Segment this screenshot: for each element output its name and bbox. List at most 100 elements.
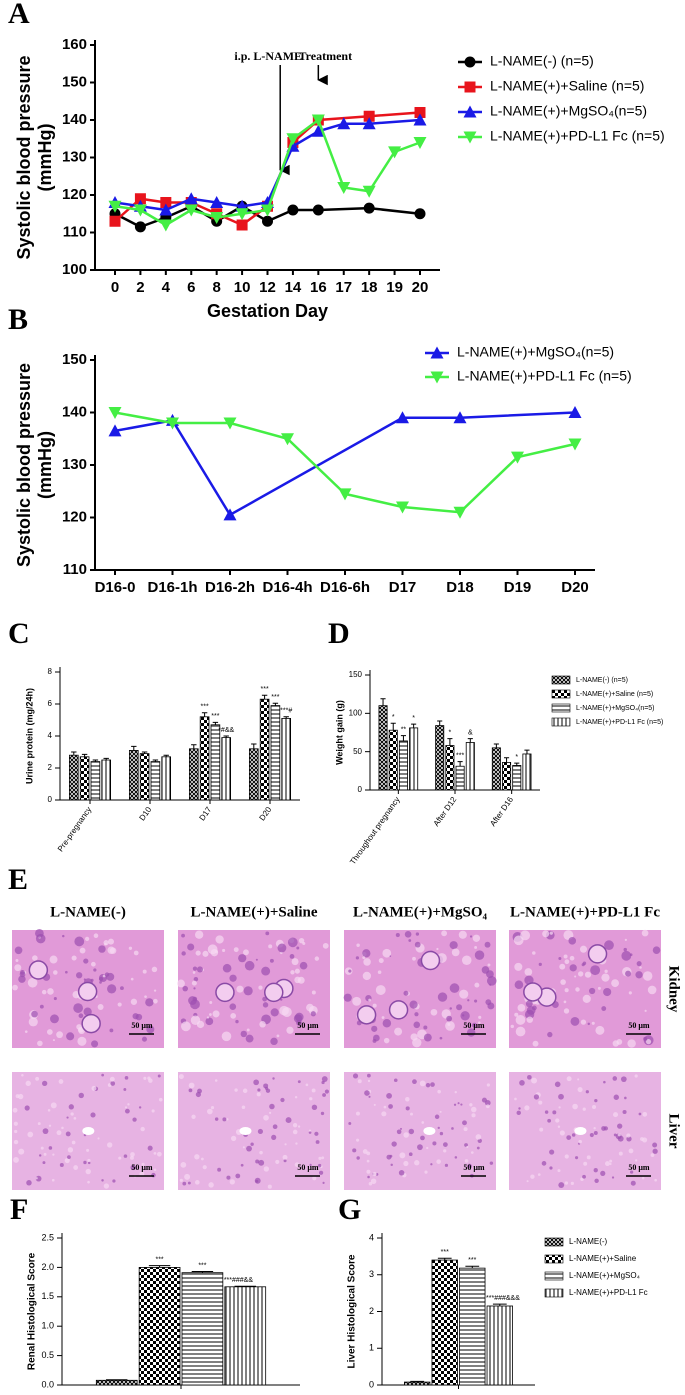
bar [398, 740, 408, 791]
tissue-texture [425, 1083, 431, 1088]
tissue-texture [628, 1148, 634, 1154]
tissue-texture [222, 963, 232, 973]
tissue-texture [563, 1008, 570, 1014]
tissue-texture [578, 1139, 582, 1144]
tissue-texture [434, 1114, 440, 1120]
y-tick-label: 6 [48, 699, 53, 708]
tissue-texture [413, 1021, 421, 1029]
tissue-texture [253, 1079, 259, 1086]
tissue-texture [569, 964, 577, 972]
marker [453, 506, 467, 519]
tissue-texture [469, 1103, 473, 1107]
tissue-texture [284, 1143, 287, 1146]
tissue-texture [570, 1016, 580, 1026]
tissue-texture [524, 1009, 535, 1020]
tissue-texture [362, 971, 372, 981]
tissue-texture [398, 1170, 405, 1176]
tissue-texture [250, 1142, 254, 1146]
bar [491, 747, 501, 791]
tissue-texture [549, 1149, 555, 1155]
x-tick-label: 0 [111, 279, 119, 296]
legend-swatch [551, 703, 571, 713]
marker [311, 124, 325, 137]
central-vein [423, 1127, 436, 1135]
x-tick-label: D16-1h [147, 579, 197, 596]
tissue-texture [256, 1092, 261, 1097]
tissue-texture [489, 1161, 494, 1165]
tissue-texture [259, 1021, 266, 1028]
tissue-texture [309, 1097, 313, 1101]
legend-label: L-NAME(+)+Saline (n=5) [490, 78, 644, 94]
tissue-texture [467, 1163, 472, 1169]
bar [502, 762, 512, 791]
legend-marker [464, 81, 476, 93]
tissue-texture [236, 985, 244, 993]
tissue-texture [308, 1129, 312, 1132]
tissue-texture [46, 1029, 53, 1035]
tissue-texture [42, 1161, 46, 1165]
tissue-texture [285, 1117, 292, 1124]
tissue-texture [141, 1036, 148, 1042]
tissue-texture [206, 1016, 210, 1019]
tissue-texture [601, 973, 610, 982]
tissue-texture [311, 990, 316, 995]
tissue-texture [558, 1093, 564, 1100]
tissue-texture [415, 932, 420, 936]
tissue-texture [42, 1128, 49, 1135]
tissue-texture [426, 1146, 429, 1150]
tissue-texture [592, 1104, 597, 1110]
error-bar [152, 759, 159, 762]
column-header: L-NAME(-) [50, 904, 126, 920]
x-tick-label: D20 [258, 805, 274, 823]
error-bar [92, 759, 99, 762]
tissue-texture [321, 1156, 325, 1160]
y-tick-label: 120 [62, 186, 87, 203]
tissue-texture [453, 1103, 457, 1106]
bar [188, 748, 199, 801]
tissue-texture [388, 1104, 393, 1109]
tissue-texture [275, 1159, 280, 1164]
tissue-texture [445, 1021, 455, 1031]
tissue-texture [41, 989, 47, 995]
legend-swatch [551, 675, 571, 685]
bar [486, 1305, 513, 1386]
tissue-texture [532, 951, 536, 955]
legend-swatch [544, 1237, 564, 1247]
tissue-texture [558, 957, 562, 961]
x-tick-label: D16-2h [205, 579, 255, 596]
tissue-texture [569, 955, 575, 961]
tissue-texture [48, 1146, 53, 1150]
tissue-texture [207, 1108, 213, 1115]
tissue-texture [541, 1161, 547, 1166]
y-tick-label: 130 [62, 456, 87, 473]
tissue-texture [109, 1076, 115, 1082]
tissue-texture [459, 989, 469, 999]
tissue-texture [514, 1097, 517, 1101]
tissue-texture [355, 1111, 360, 1116]
y-axis-label: Renal Histological Score [27, 1252, 38, 1370]
tissue-texture [570, 1181, 574, 1185]
error-bar [272, 702, 279, 706]
tissue-texture [617, 1133, 621, 1137]
tissue-texture [130, 977, 134, 981]
y-tick-label: 1 [369, 1343, 374, 1353]
tissue-texture [647, 985, 657, 995]
marker [286, 133, 300, 146]
tissue-texture [128, 946, 133, 950]
tissue-texture [117, 1002, 122, 1007]
y-tick-label: 110 [63, 223, 87, 240]
tissue-texture [654, 1178, 657, 1182]
tissue-texture [368, 998, 372, 1002]
tissue-texture [432, 1141, 437, 1146]
tissue-texture [399, 1152, 406, 1159]
error-bar [131, 745, 137, 751]
tissue-texture [61, 1126, 64, 1130]
tissue-texture [430, 1008, 438, 1016]
histology-image: 50 μm [12, 1072, 164, 1190]
bar [435, 725, 445, 791]
glomerulus [215, 982, 235, 1003]
bar [210, 724, 221, 801]
marker [236, 219, 248, 231]
tissue-texture [234, 1088, 238, 1092]
